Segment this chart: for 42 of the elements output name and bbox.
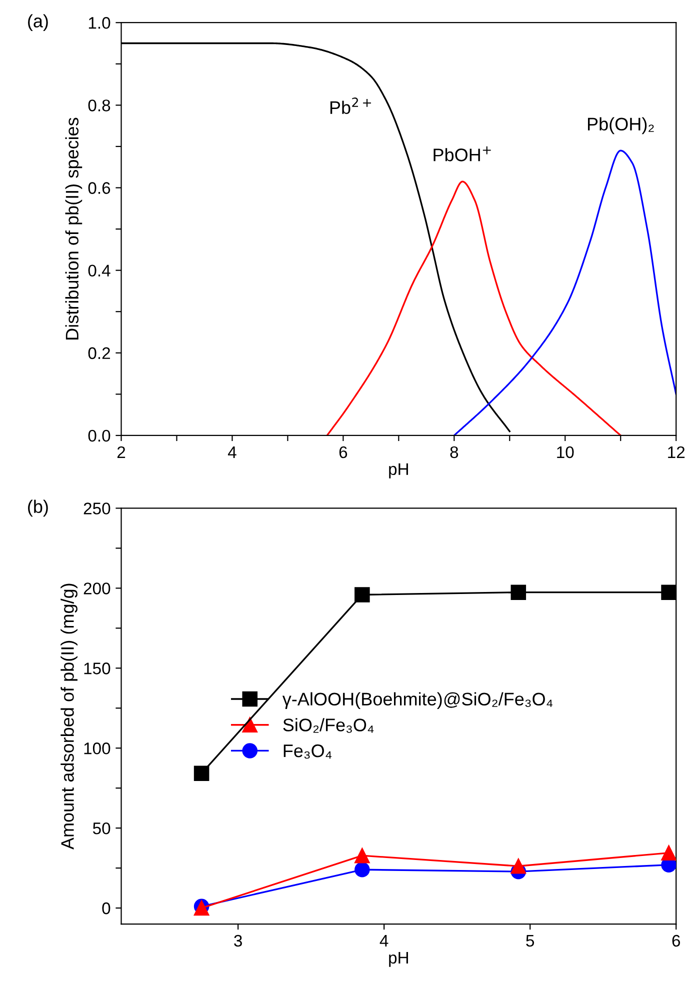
legend-label: γ-AlOOH(Boehmite)@SiO₂/Fe₃O₄ — [282, 692, 552, 710]
y-tick-label: 100 — [84, 742, 110, 754]
point — [510, 584, 526, 600]
y-tick-label: 0.2 — [88, 347, 110, 360]
y-tick-label: 50 — [92, 822, 110, 834]
point — [354, 587, 370, 602]
text: (b) — [28, 500, 48, 517]
y-tick-label: 0.6 — [88, 182, 110, 194]
x-tick-label: 8 — [450, 446, 458, 458]
series-label: PbOH$^{+}$ — [434, 146, 491, 162]
x-tick-label: 10 — [557, 446, 574, 458]
x-tick-label: 5 — [526, 935, 534, 947]
x-tick-label: 6 — [672, 934, 680, 947]
y-tick-label: 0.4 — [88, 264, 110, 277]
y-tick-label: 0 — [102, 902, 110, 914]
point — [194, 766, 210, 782]
point — [510, 858, 526, 874]
y-tick-label: 200 — [84, 582, 110, 594]
x-axis-title: pH — [389, 952, 408, 967]
y-tick-label: 0.8 — [88, 100, 110, 112]
series-label: Pb(OH)₂ — [588, 117, 654, 134]
legend-label: Fe₃O₄ — [284, 744, 332, 759]
point — [661, 845, 676, 860]
y-tick-label: 0.0 — [88, 430, 110, 442]
y-axis-title: Distribution of pb(II) species — [65, 118, 82, 340]
y-axis-title: Amount adsorbed of pb(II) (mg/g) — [60, 584, 78, 850]
y-tick-label: 250 — [84, 502, 110, 514]
text: (a) — [28, 14, 48, 32]
point — [354, 848, 370, 864]
point — [661, 584, 676, 600]
y-tick-label: 150 — [84, 662, 110, 674]
x-tick-label: 3 — [234, 934, 242, 947]
legend-label: SiO₂/Fe₃O₄ — [283, 718, 374, 733]
y-tick-label: 1.0 — [88, 17, 110, 29]
series-label: Pb$^{2+}$ — [330, 98, 371, 114]
x-tick-label: 4 — [380, 935, 388, 947]
x-tick-label: 12 — [668, 446, 685, 458]
x-tick-label: 2 — [117, 446, 126, 458]
x-tick-label: 6 — [339, 446, 348, 458]
point — [354, 862, 370, 878]
x-axis-title: pH — [389, 463, 408, 478]
x-tick-label: 4 — [228, 446, 236, 458]
